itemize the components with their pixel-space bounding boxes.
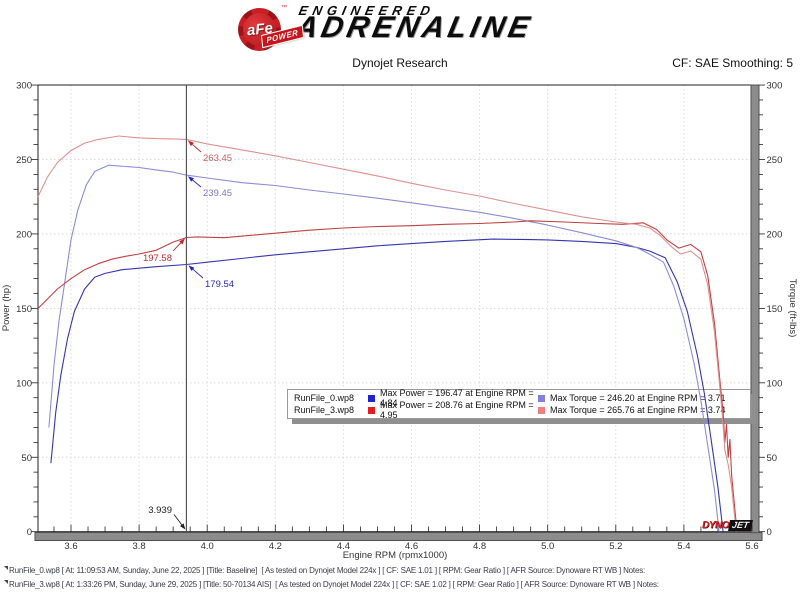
y-tick-label-right: 200 bbox=[767, 229, 783, 240]
run-info-line: RunFile_0.wp8 [ At: 11:09:53 AM, Sunday,… bbox=[4, 566, 659, 576]
legend-run-name: RunFile_3.wp8 bbox=[294, 405, 355, 415]
legend-power-swatch bbox=[368, 394, 375, 402]
legend: RunFile_0.wp8 Max Power = 196.47 at Engi… bbox=[287, 388, 751, 420]
x-tick-label: 4.2 bbox=[269, 541, 282, 552]
legend-max-power: Max Power = 208.76 at Engine RPM = 4.95 bbox=[380, 400, 534, 420]
x-tick-label: 5.6 bbox=[745, 541, 758, 552]
y-tick-label-left: 250 bbox=[16, 155, 32, 166]
y-axis-title-left: Power (hp) bbox=[1, 285, 12, 331]
legend-torque-swatch bbox=[538, 406, 545, 414]
x-tick-label: 5.4 bbox=[677, 541, 690, 552]
legend-power-swatch bbox=[368, 406, 375, 414]
y-tick-label-left: 100 bbox=[16, 378, 32, 389]
y-axis-title-right: Torque (ft-lbs) bbox=[787, 279, 798, 338]
footnote-flag-icon bbox=[4, 566, 8, 570]
x-axis-bar bbox=[34, 532, 763, 541]
y-tick-label-left: 300 bbox=[16, 81, 32, 92]
right-axis-bar bbox=[750, 84, 760, 534]
chart-title: Dynojet Research bbox=[352, 56, 448, 70]
trademark-symbol: ™ bbox=[281, 5, 287, 11]
dynojet-logo-dyno: DYNO bbox=[702, 520, 729, 531]
run-info-line: RunFile_3.wp8 [ At: 1:33:26 PM, Sunday, … bbox=[4, 580, 659, 590]
run-info-text: RunFile_0.wp8 [ At: 11:09:53 AM, Sunday,… bbox=[9, 566, 646, 575]
x-tick-label: 4.0 bbox=[201, 541, 214, 552]
y-tick-label-left: 0 bbox=[27, 527, 32, 538]
dynojet-logo-jet: JET bbox=[727, 520, 753, 531]
correction-factor-label: CF: SAE Smoothing: 5 bbox=[672, 56, 793, 70]
y-tick-label-right: 0 bbox=[767, 527, 772, 538]
run-info-footer: RunFile_0.wp8 [ At: 11:09:53 AM, Sunday,… bbox=[4, 566, 659, 594]
y-tick-label-right: 300 bbox=[767, 81, 783, 92]
legend-max-torque: Max Torque = 246.20 at Engine RPM = 3.71 bbox=[550, 393, 726, 403]
y-tick-label-right: 100 bbox=[767, 378, 783, 389]
x-tick-label: 3.6 bbox=[64, 541, 77, 552]
x-tick-label: 4.4 bbox=[337, 541, 350, 552]
legend-run-name: RunFile_0.wp8 bbox=[294, 393, 355, 403]
x-tick-label: 3.8 bbox=[132, 541, 145, 552]
legend-torque-swatch bbox=[538, 394, 545, 402]
y-tick-label-left: 150 bbox=[16, 304, 32, 315]
y-tick-label-right: 150 bbox=[767, 304, 783, 315]
legend-max-torque: Max Torque = 265.76 at Engine RPM = 3.74 bbox=[550, 405, 726, 415]
y-tick-label-right: 250 bbox=[767, 155, 783, 166]
run-info-text: RunFile_3.wp8 [ At: 1:33:26 PM, Sunday, … bbox=[9, 580, 659, 589]
legend-row: RunFile_3.wp8 Max Power = 208.76 at Engi… bbox=[288, 400, 750, 420]
x-tick-label: 5.2 bbox=[609, 541, 622, 552]
footnote-flag-icon bbox=[4, 580, 8, 584]
dynojet-logo: DYNO JET bbox=[702, 520, 753, 531]
x-tick-label: 5.0 bbox=[541, 541, 554, 552]
x-tick-label: 4.8 bbox=[473, 541, 486, 552]
y-tick-label-left: 200 bbox=[16, 229, 32, 240]
y-tick-label-left: 50 bbox=[21, 453, 32, 464]
y-tick-label-right: 50 bbox=[767, 453, 778, 464]
x-axis-title: Engine RPM (rpmx1000) bbox=[343, 550, 448, 561]
x-tick-label: 4.6 bbox=[405, 541, 418, 552]
